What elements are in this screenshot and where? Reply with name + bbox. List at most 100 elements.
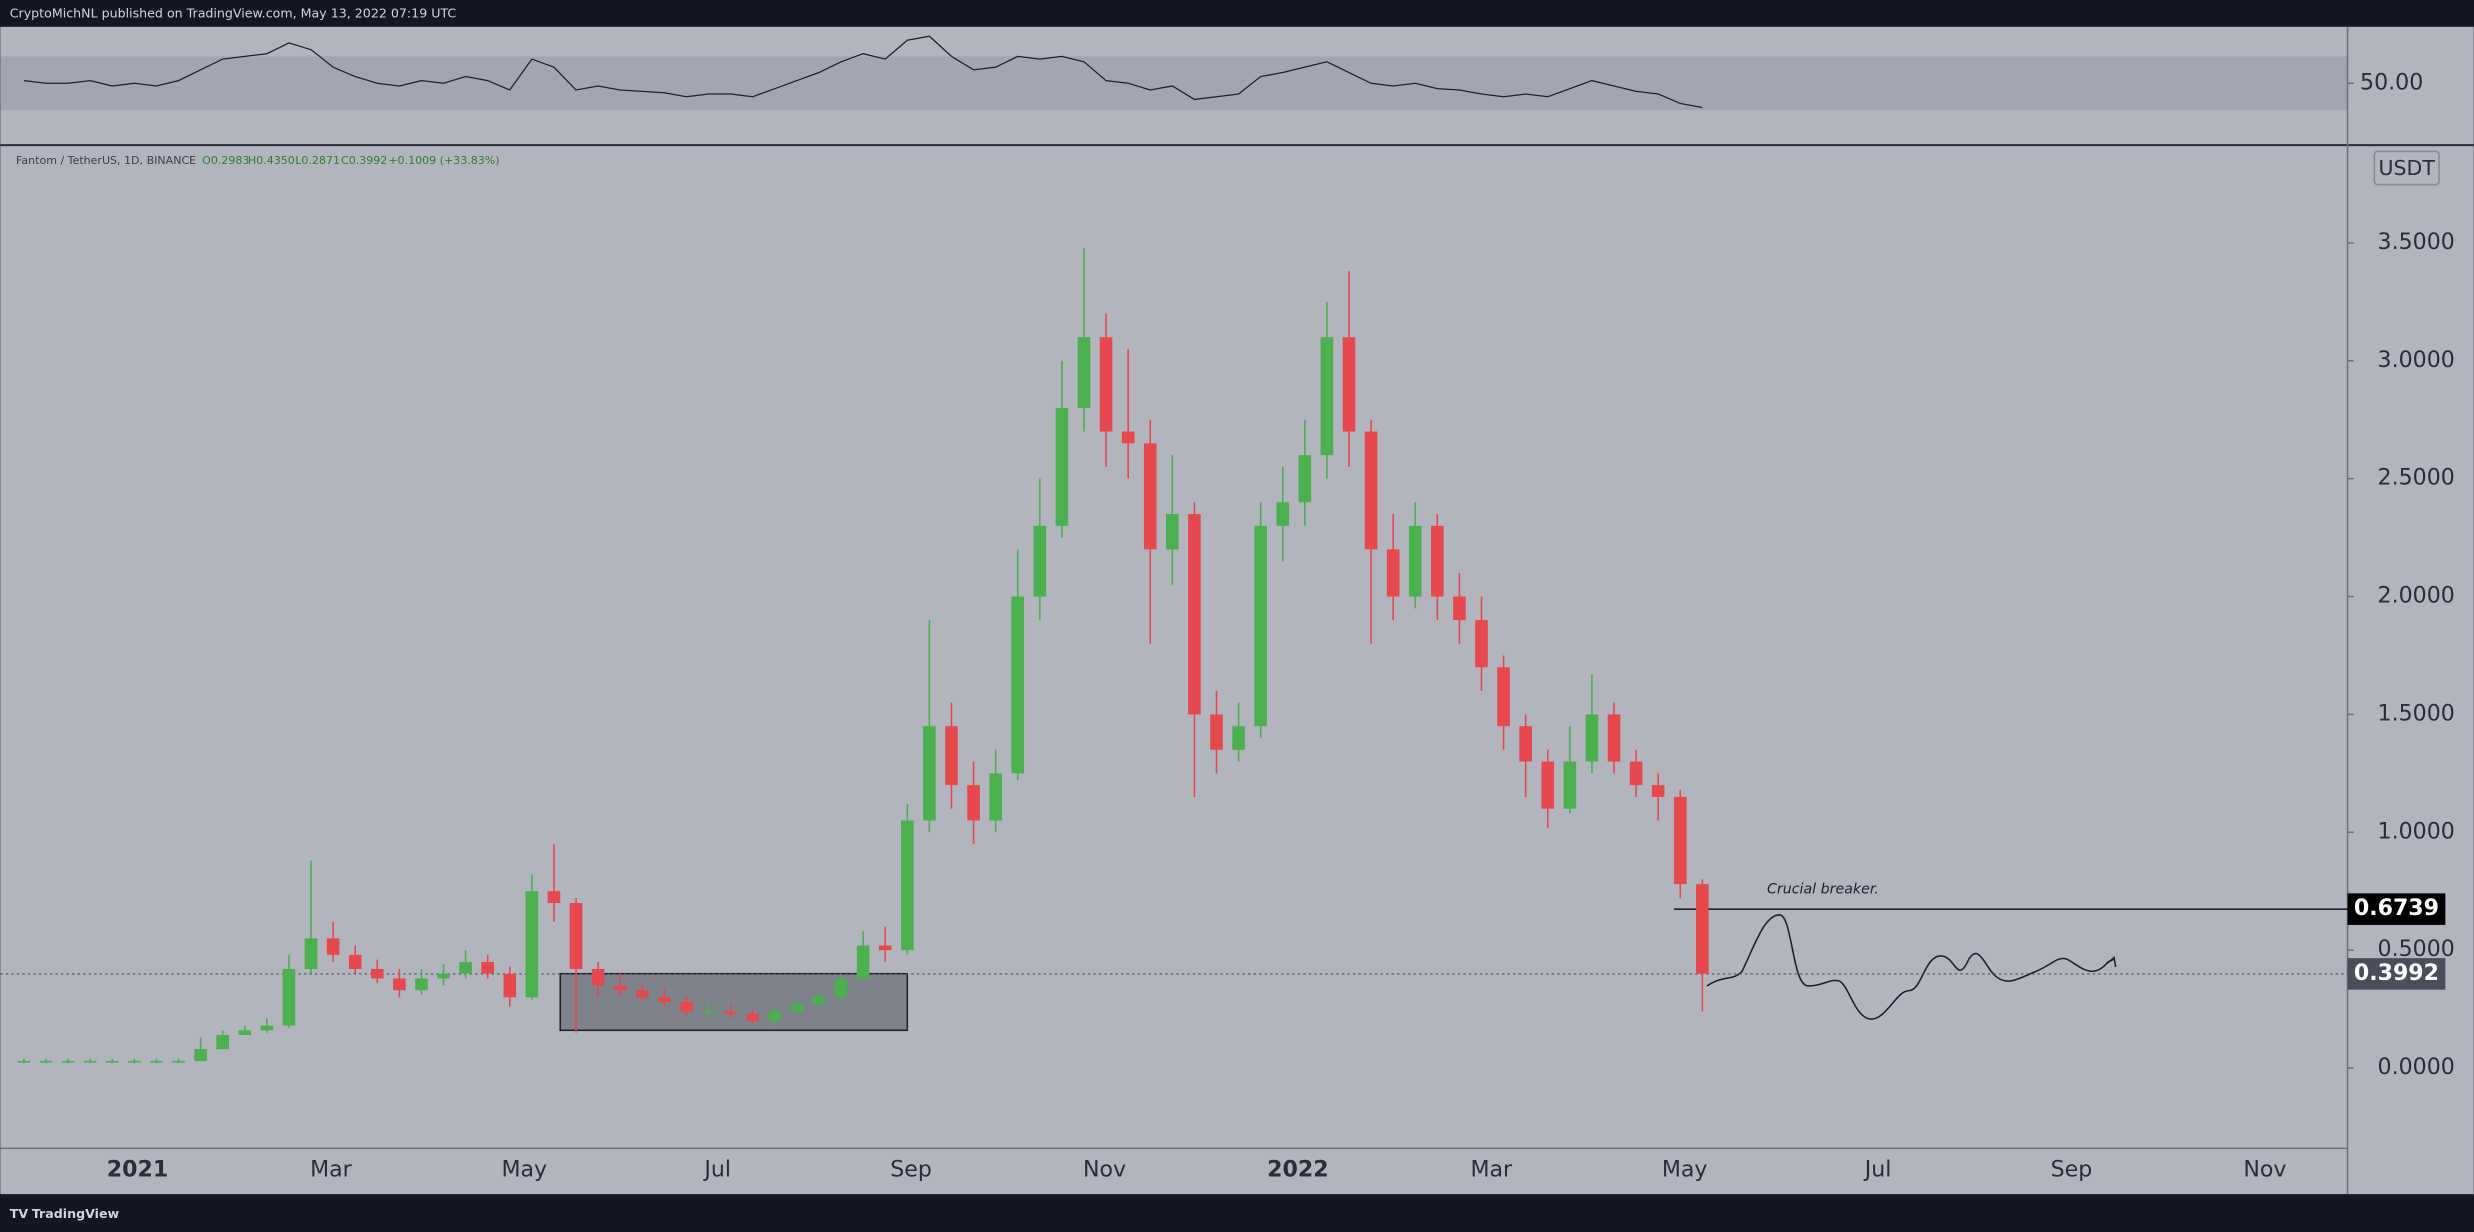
candle-body bbox=[1188, 514, 1201, 715]
candle-body bbox=[1232, 726, 1245, 750]
x-tick-label: May bbox=[1662, 1157, 1708, 1182]
x-tick-label: 2021 bbox=[107, 1157, 168, 1182]
y-tick-label: 0.5000 bbox=[2378, 937, 2455, 962]
candle-body bbox=[790, 1004, 804, 1012]
candle-body bbox=[1143, 443, 1157, 550]
candle-body bbox=[1121, 431, 1135, 444]
candle-body bbox=[304, 938, 318, 970]
candle-body bbox=[238, 1030, 252, 1036]
candle-body bbox=[1673, 796, 1687, 885]
candle-body bbox=[393, 978, 406, 991]
candle-body bbox=[989, 773, 1002, 821]
candle-body bbox=[1629, 761, 1643, 786]
x-tick-label: Sep bbox=[890, 1157, 932, 1182]
candle-body bbox=[702, 1011, 715, 1014]
candle-body bbox=[1055, 407, 1069, 526]
candle-body bbox=[547, 891, 561, 903]
y-tick-label: 0.0000 bbox=[2378, 1055, 2455, 1080]
ohlc-value: H0.4350 bbox=[248, 154, 295, 167]
candle-body bbox=[746, 1013, 760, 1021]
candle-body bbox=[128, 1060, 141, 1063]
price-label: 0.3992 bbox=[2354, 961, 2439, 986]
x-tick-label: Jul bbox=[702, 1157, 731, 1182]
candle-body bbox=[680, 1002, 693, 1012]
candle-body bbox=[1166, 514, 1179, 550]
candle-body bbox=[415, 978, 428, 991]
candle-body bbox=[1077, 337, 1091, 408]
candle-body bbox=[1320, 337, 1334, 456]
candle-body bbox=[1033, 525, 1047, 597]
candle-body bbox=[83, 1060, 97, 1063]
projection-arrow bbox=[2105, 956, 2117, 968]
candle-body bbox=[61, 1060, 75, 1063]
rsi-band bbox=[0, 56, 2348, 111]
currency: USDT bbox=[2379, 156, 2436, 180]
candle-body bbox=[1585, 714, 1599, 762]
y-tick-label: 1.5000 bbox=[2378, 701, 2455, 726]
candle-body bbox=[1651, 785, 1665, 797]
candle-body bbox=[172, 1060, 185, 1063]
x-tick-label: May bbox=[501, 1157, 547, 1182]
y-tick-label: 2.5000 bbox=[2378, 466, 2455, 491]
candle-body bbox=[923, 726, 936, 821]
candle-body bbox=[1563, 761, 1577, 809]
candle-body bbox=[370, 969, 384, 979]
candle-body bbox=[901, 820, 914, 951]
projection-path bbox=[1706, 914, 2115, 1020]
rsi-tick-label: 50.00 bbox=[2360, 70, 2423, 95]
footer-logo: TV bbox=[10, 1206, 29, 1221]
candle-body bbox=[1408, 525, 1422, 597]
candle-body bbox=[525, 891, 539, 998]
x-tick-label: Mar bbox=[310, 1157, 353, 1182]
price-label-box bbox=[2347, 893, 2446, 925]
candle-body bbox=[812, 997, 826, 1005]
candle-body bbox=[282, 969, 296, 1026]
candle-body bbox=[437, 973, 450, 979]
x-tick-label: Jul bbox=[1863, 1157, 1892, 1182]
candle-body bbox=[1497, 667, 1510, 727]
candle-body bbox=[1099, 337, 1113, 432]
candle-body bbox=[1431, 525, 1444, 597]
symbol: Fantom / TetherUS, 1D, BINANCE bbox=[16, 154, 196, 167]
candle-body bbox=[878, 945, 892, 951]
candle-body bbox=[194, 1049, 207, 1061]
candle-body bbox=[1541, 761, 1555, 809]
range-box bbox=[559, 972, 909, 1032]
candle-body bbox=[724, 1011, 737, 1014]
x-tick-label: Mar bbox=[1470, 1157, 1513, 1182]
candle-body bbox=[1276, 502, 1290, 526]
x-tick-label: Sep bbox=[2051, 1157, 2093, 1182]
candle-body bbox=[856, 945, 870, 979]
candle-body bbox=[569, 902, 583, 970]
candle-body bbox=[260, 1025, 274, 1031]
candle-body bbox=[1475, 620, 1488, 668]
rsi-line bbox=[23, 35, 1703, 109]
footer: TradingView bbox=[32, 1206, 120, 1221]
candle-body bbox=[613, 985, 627, 991]
candle-body bbox=[967, 785, 980, 821]
chart-background bbox=[0, 26, 2474, 1195]
y-tick-label: 3.0000 bbox=[2378, 348, 2455, 373]
x-tick-label: 2022 bbox=[1267, 1157, 1328, 1182]
y-tick-label: 2.0000 bbox=[2378, 584, 2455, 609]
candle-body bbox=[503, 973, 517, 998]
ohlc-value: O0.2983 bbox=[202, 154, 249, 167]
candle-body bbox=[1607, 714, 1621, 762]
candle-body bbox=[216, 1035, 229, 1050]
candle-body bbox=[1386, 549, 1400, 597]
ohlc-value: +0.1009 (+33.83%) bbox=[388, 154, 499, 167]
y-tick-label: 1.0000 bbox=[2378, 819, 2455, 844]
candle-body bbox=[39, 1060, 53, 1063]
candle-body bbox=[635, 990, 649, 998]
candle-body bbox=[1011, 596, 1025, 774]
candle-body bbox=[768, 1011, 782, 1021]
candle-body bbox=[945, 726, 958, 786]
candle-body bbox=[591, 969, 605, 986]
annotation: Crucial breaker. bbox=[1767, 882, 1879, 898]
candle-body bbox=[1364, 431, 1378, 550]
price-label: 0.6739 bbox=[2354, 896, 2439, 921]
candle-body bbox=[326, 938, 340, 955]
header: CryptoMichNL published on TradingView.co… bbox=[10, 6, 457, 21]
candle-body bbox=[1342, 337, 1356, 432]
currency-box bbox=[2373, 150, 2440, 186]
